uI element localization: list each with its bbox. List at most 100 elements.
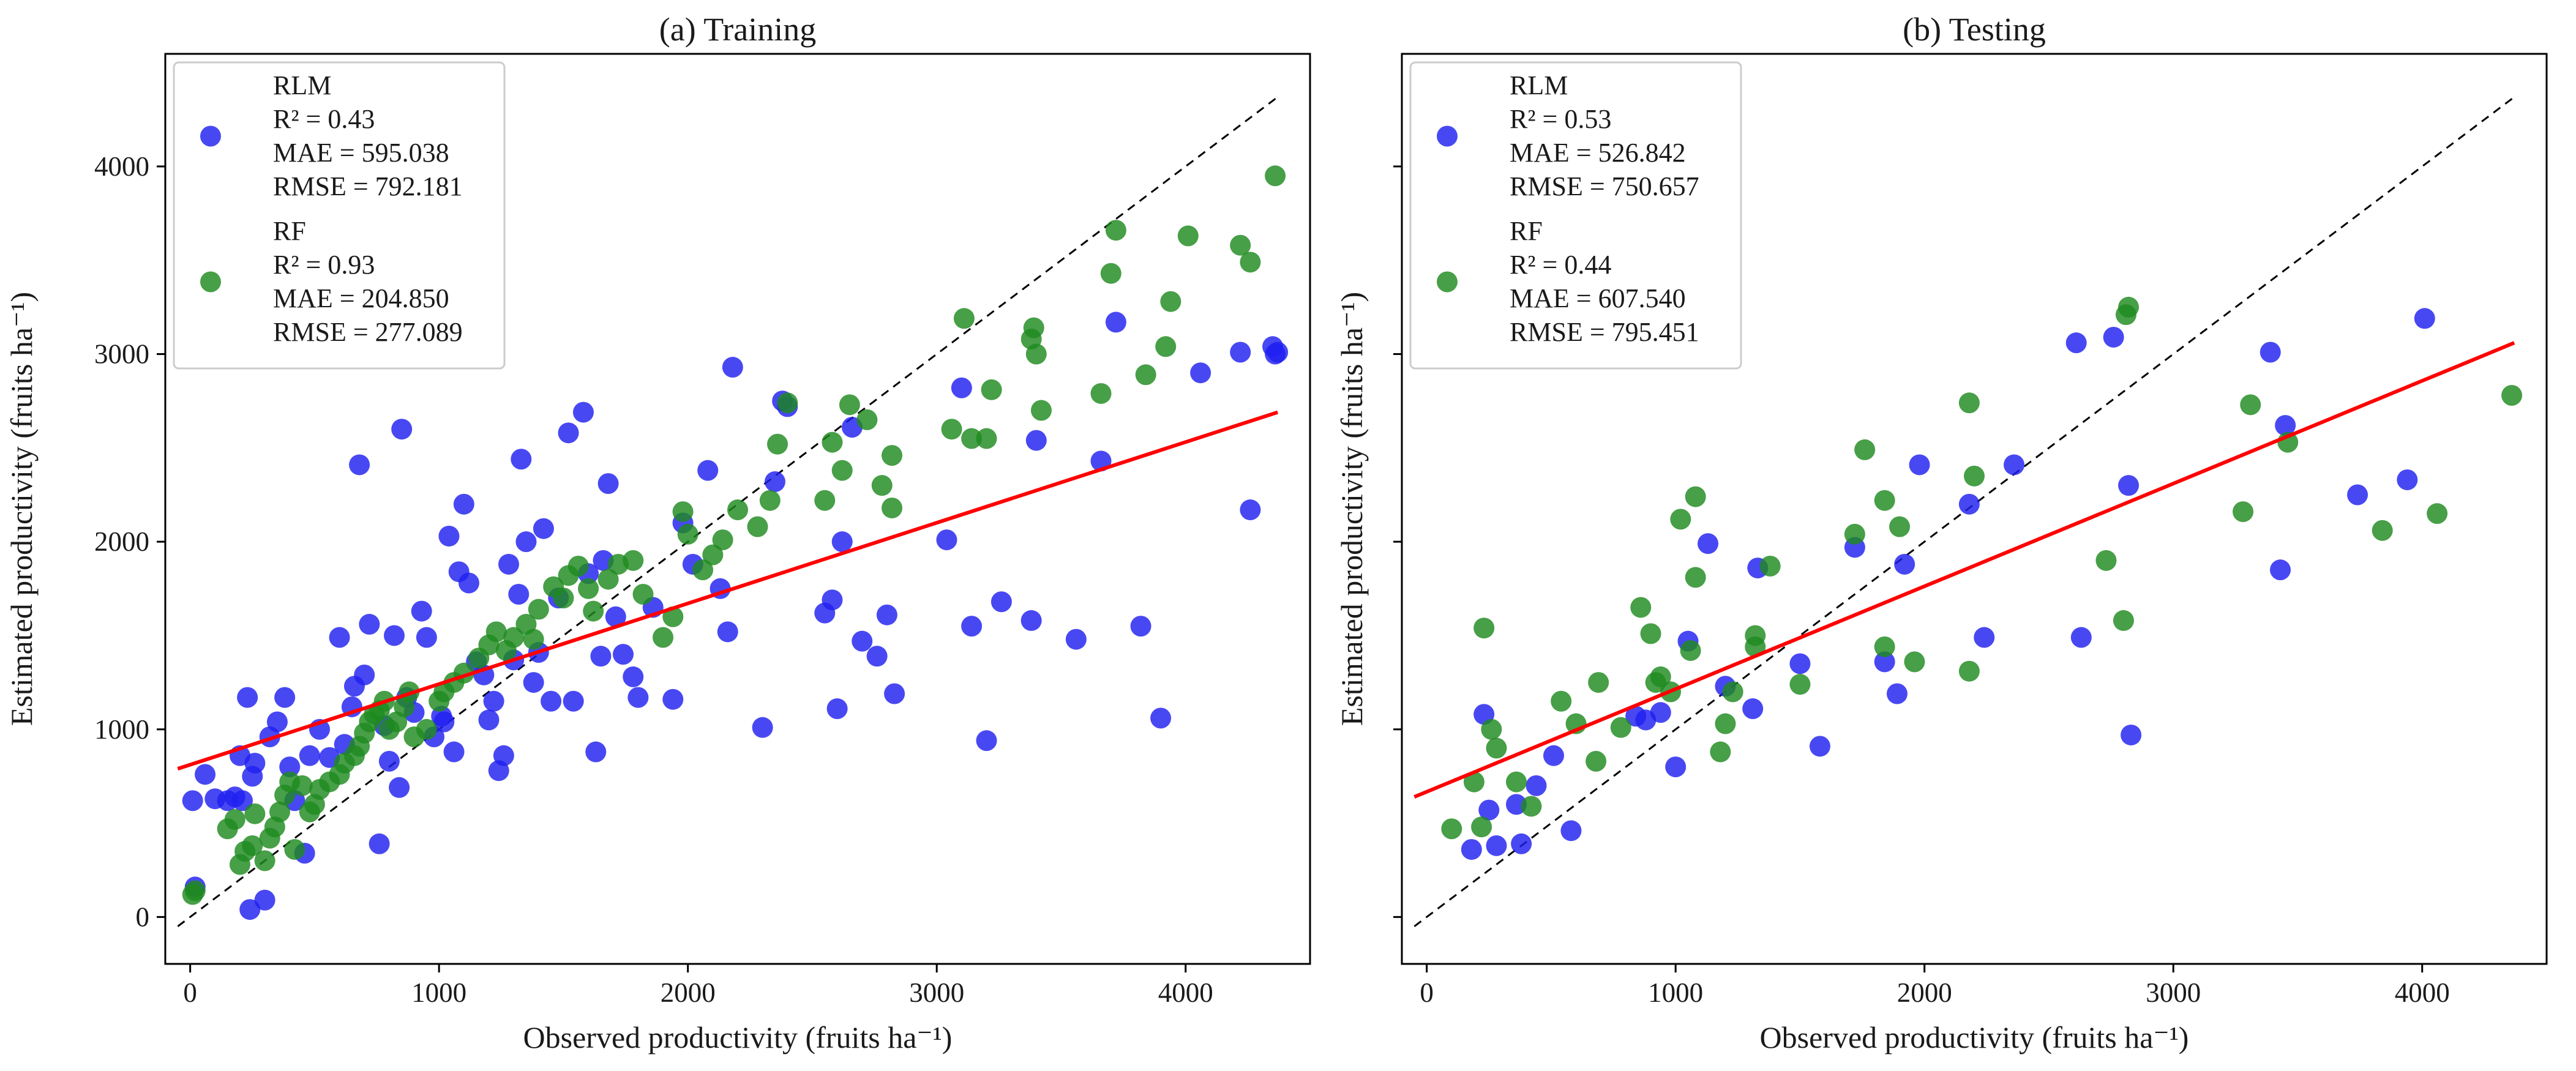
identity-line (1413, 96, 2515, 927)
point-rf (1630, 597, 1652, 618)
chart-title: (b) Testing (1903, 11, 2046, 48)
point-rf (1844, 523, 1865, 545)
point-rlm (1789, 653, 1811, 674)
legend-text: RMSE = 795.451 (1510, 317, 1699, 347)
point-rlm (697, 460, 719, 481)
point-rf (1090, 382, 1112, 404)
point-rlm (438, 525, 460, 547)
point-rlm (182, 790, 203, 812)
legend-text: RF (1510, 216, 1543, 246)
point-rf (1722, 681, 1743, 703)
point-rf (1854, 439, 1876, 460)
point-rf (553, 588, 574, 609)
point-rf (2095, 550, 2117, 571)
y-tick-label: 1000 (94, 714, 149, 745)
point-rf (1586, 750, 1607, 772)
point-rf (677, 523, 698, 545)
point-rlm (1025, 430, 1047, 451)
point-rf (1958, 392, 1980, 414)
point-rf (882, 497, 903, 518)
point-rlm (279, 756, 301, 778)
x-axis-label: Observed productivity (fruits ha⁻¹) (523, 1020, 953, 1054)
point-rlm (232, 790, 253, 812)
point-rlm (563, 690, 584, 712)
point-rf (1685, 486, 1706, 507)
point-rf (961, 428, 983, 449)
point-rlm (195, 764, 216, 785)
point-rlm (2070, 627, 2092, 648)
legend-box (1409, 61, 1742, 370)
point-rf (976, 428, 997, 449)
point-rf (269, 801, 290, 823)
point-rlm (411, 600, 432, 622)
point-rlm (2414, 308, 2435, 329)
point-rf (623, 550, 644, 571)
legend-text: RMSE = 750.657 (1510, 171, 1699, 201)
point-rlm (1909, 454, 1930, 476)
point-rlm (1809, 736, 1830, 757)
point-rf (1710, 741, 1731, 763)
point-rf (284, 838, 305, 860)
point-rlm (2118, 475, 2140, 496)
point-rlm (2397, 469, 2418, 490)
point-rlm (1742, 698, 1764, 720)
x-tick-label: 4000 (2395, 977, 2450, 1008)
point-rf (727, 499, 748, 521)
point-rlm (1543, 745, 1564, 766)
legend-text: R² = 0.53 (1510, 104, 1611, 134)
legend-text: RMSE = 792.181 (273, 171, 463, 201)
point-rlm (1478, 799, 1500, 821)
point-rf (1680, 640, 1701, 661)
point-rf (1486, 737, 1507, 759)
x-tick-label: 1000 (411, 977, 466, 1008)
point-rf (1481, 718, 1502, 740)
point-rlm (627, 687, 649, 708)
point-rf (2118, 296, 2140, 318)
x-axis-label: Observed productivity (fruits ha⁻¹) (1760, 1020, 2189, 1054)
point-rf (2427, 503, 2448, 524)
point-rf (1889, 516, 1911, 537)
point-rf (941, 419, 962, 440)
legend-text: R² = 0.44 (1510, 250, 1611, 280)
point-rlm (2275, 415, 2296, 436)
point-rlm (541, 690, 562, 712)
point-rf (1551, 690, 1572, 712)
point-rf (1471, 816, 1492, 838)
point-rlm (764, 471, 785, 493)
point-rlm (623, 666, 644, 687)
point-rlm (866, 646, 888, 667)
point-rf (953, 308, 975, 329)
point-rf (1588, 672, 1609, 693)
x-tick-label: 3000 (909, 977, 964, 1008)
point-rlm (572, 401, 594, 423)
point-rlm (239, 899, 261, 920)
point-rlm (266, 711, 288, 733)
point-rf (244, 803, 266, 824)
legend-text: RLM (273, 70, 331, 100)
point-rlm (1874, 651, 1895, 673)
point-rlm (511, 449, 532, 470)
point-rlm (936, 529, 957, 551)
x-tick-label: 0 (1420, 977, 1434, 1008)
point-rlm (478, 709, 500, 731)
point-rf (1670, 509, 1691, 530)
series-rf (1441, 296, 2523, 840)
point-rlm (722, 357, 743, 378)
point-rlm (1894, 553, 1915, 575)
legend-marker-rlm (200, 125, 221, 147)
point-rlm (508, 584, 530, 605)
point-rlm (1560, 820, 1582, 842)
point-rf (1463, 771, 1485, 793)
point-rlm (254, 889, 275, 911)
point-rlm (558, 422, 579, 444)
point-rlm (2121, 724, 2142, 745)
point-rf (2501, 385, 2523, 406)
legend-text: RF (273, 216, 306, 246)
legend-text: R² = 0.93 (273, 250, 375, 280)
point-rf (503, 627, 525, 648)
point-rf (1135, 364, 1156, 386)
point-rf (1023, 317, 1044, 338)
legend-marker-rlm (1437, 125, 1458, 147)
point-rf (1265, 165, 1286, 187)
point-rf (1640, 623, 1661, 644)
